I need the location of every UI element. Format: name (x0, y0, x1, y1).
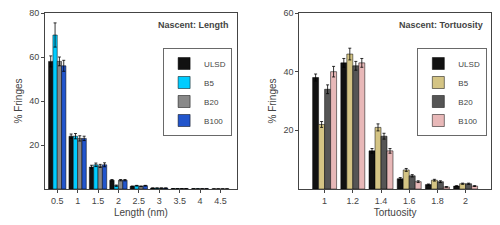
svg-text:Nascent: Tortuosity: Nascent: Tortuosity (399, 20, 483, 30)
svg-text:Length (nm): Length (nm) (114, 207, 168, 218)
svg-text:B20: B20 (458, 98, 473, 107)
svg-text:1.2: 1.2 (347, 196, 360, 206)
svg-text:2.5: 2.5 (133, 196, 146, 206)
svg-text:4.5: 4.5 (214, 196, 227, 206)
svg-text:% Fringes: % Fringes (13, 78, 24, 123)
svg-text:2: 2 (116, 196, 121, 206)
svg-text:2: 2 (463, 196, 468, 206)
svg-text:1.5: 1.5 (92, 196, 105, 206)
svg-text:4: 4 (198, 196, 203, 206)
svg-text:3.5: 3.5 (173, 196, 186, 206)
svg-text:20: 20 (29, 140, 39, 150)
svg-text:1.8: 1.8 (431, 196, 444, 206)
svg-text:B20: B20 (204, 98, 219, 107)
svg-text:40: 40 (283, 67, 293, 77)
svg-text:ULSD: ULSD (204, 60, 226, 69)
svg-text:ULSD: ULSD (458, 60, 480, 69)
svg-text:0.5: 0.5 (51, 196, 64, 206)
svg-text:1: 1 (322, 196, 327, 206)
svg-text:B100: B100 (204, 117, 223, 126)
svg-text:Nascent: Length: Nascent: Length (158, 20, 229, 30)
svg-text:20: 20 (283, 125, 293, 135)
svg-text:60: 60 (283, 8, 293, 18)
svg-text:40: 40 (29, 96, 39, 106)
svg-text:1.4: 1.4 (375, 196, 388, 206)
svg-text:B5: B5 (458, 79, 468, 88)
svg-text:B100: B100 (458, 117, 477, 126)
svg-text:60: 60 (29, 52, 39, 62)
svg-text:1.6: 1.6 (403, 196, 416, 206)
svg-text:% Fringes: % Fringes (267, 78, 278, 123)
svg-text:3: 3 (157, 196, 162, 206)
svg-text:80: 80 (29, 8, 39, 18)
svg-text:Tortuosity: Tortuosity (374, 207, 417, 218)
svg-text:1: 1 (75, 196, 80, 206)
svg-text:B5: B5 (204, 79, 214, 88)
